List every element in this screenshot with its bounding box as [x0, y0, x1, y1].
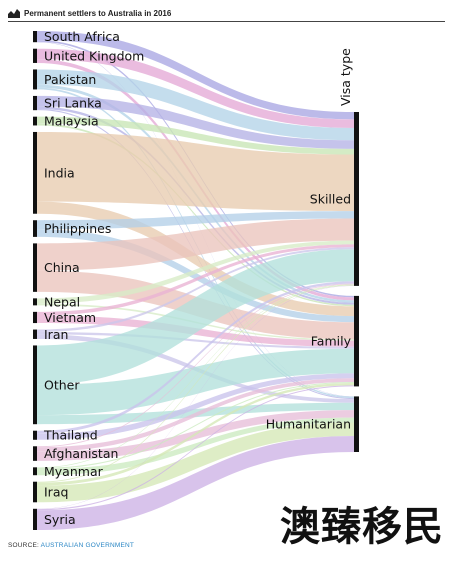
source-note: SOURCE: AUSTRALIAN GOVERNMENT [8, 542, 134, 549]
label-family: Family [311, 334, 352, 349]
label-thailand: Thailand [43, 428, 98, 443]
node-pakistan [33, 69, 37, 90]
flow-malaysia-to-family [37, 123, 354, 307]
source-value: AUSTRALIAN GOVERNMENT [40, 542, 135, 549]
label-india: India [44, 165, 75, 180]
watermark-text: 澳臻移民 [280, 504, 444, 550]
label-syria: Syria [44, 512, 76, 527]
flow-malaysia-to-skilled [37, 116, 354, 155]
label-pakistan: Pakistan [44, 72, 96, 87]
flow-iraq-to-humanitarian [37, 422, 354, 503]
label-iran: Iran [44, 327, 68, 342]
source-nodes [33, 31, 37, 530]
flow-sri-lanka-to-skilled [37, 95, 354, 149]
flow-iraq-to-skilled [37, 284, 354, 483]
chart-icon [8, 9, 20, 18]
label-myanmar: Myanmar [44, 464, 104, 479]
node-myanmar [33, 467, 37, 476]
label-sri-lanka: Sri Lanka [44, 96, 102, 111]
node-labels: South Africa United Kingdom Pakistan Sri La… [43, 29, 353, 527]
node-iran [33, 329, 37, 339]
flow-afghanistan-to-family [37, 378, 354, 452]
flow-other-to-skilled [37, 249, 354, 385]
flow-iran-to-family [37, 331, 354, 349]
chart-title: Permanent settlers to Australia in 2016 [24, 8, 172, 18]
node-afghanistan [33, 446, 37, 461]
node-china [33, 243, 37, 292]
label-vietnam: Vietnam [44, 310, 96, 325]
flow-syria-to-skilled [37, 285, 354, 510]
node-sri-lanka [33, 95, 37, 111]
flow-myanmar-to-family [37, 381, 354, 470]
flow-syria-to-family [37, 385, 354, 511]
flow-links [37, 31, 354, 530]
label-skilled: Skilled [310, 191, 351, 206]
label-south-africa: South Africa [44, 29, 120, 44]
node-india [33, 131, 37, 214]
flow-philippines-to-family [37, 229, 354, 323]
flow-vietnam-to-skilled [37, 244, 354, 316]
flow-thailand-to-family [37, 373, 354, 440]
flow-other-to-family [37, 348, 354, 416]
label-humanitarian: Humanitarian [266, 417, 351, 432]
flow-syria-to-humanitarian [37, 436, 354, 530]
node-humanitarian [354, 396, 359, 452]
label-malaysia: Malaysia [44, 114, 99, 129]
node-other [33, 345, 37, 425]
label-nepal: Nepal [44, 294, 80, 309]
flow-thailand-to-skilled [37, 281, 354, 434]
flow-india-to-family [37, 201, 354, 317]
flow-nepal-to-skilled [37, 240, 354, 304]
label-iraq: Iraq [44, 484, 68, 499]
node-thailand [33, 430, 37, 440]
node-skilled [354, 112, 359, 286]
flow-philippines-to-skilled [37, 211, 354, 230]
node-south-africa [33, 31, 37, 43]
node-family [354, 295, 359, 387]
chart-header: Permanent settlers to Australia in 2016 [8, 5, 445, 22]
flow-united-kingdom-to-skilled [37, 48, 354, 128]
flow-south-africa-to-skilled [37, 31, 354, 120]
node-philippines [33, 220, 37, 237]
flow-afghanistan-to-skilled [37, 283, 354, 448]
source-label: SOURCE: [8, 542, 40, 549]
label-china: China [44, 260, 80, 275]
label-afghanistan: Afghanistan [44, 446, 118, 461]
target-nodes [354, 112, 359, 452]
label-united-kingdom: United Kingdom [44, 48, 144, 63]
node-united-kingdom [33, 48, 37, 63]
node-malaysia [33, 116, 37, 126]
node-iraq [33, 481, 37, 503]
flow-iran-to-skilled [37, 247, 354, 332]
flow-pakistan-to-skilled [37, 69, 354, 141]
node-nepal [33, 298, 37, 306]
flow-china-to-skilled [37, 218, 354, 271]
flow-iraq-to-family [37, 382, 354, 486]
flow-myanmar-to-humanitarian [37, 417, 354, 476]
axis-label: Visa type [338, 48, 353, 106]
label-philippines: Philippines [44, 221, 111, 236]
flow-india-to-skilled [37, 131, 354, 212]
label-other: Other [44, 377, 80, 392]
node-syria [33, 508, 37, 530]
flow-myanmar-to-skilled [37, 284, 354, 468]
node-vietnam [33, 311, 37, 324]
